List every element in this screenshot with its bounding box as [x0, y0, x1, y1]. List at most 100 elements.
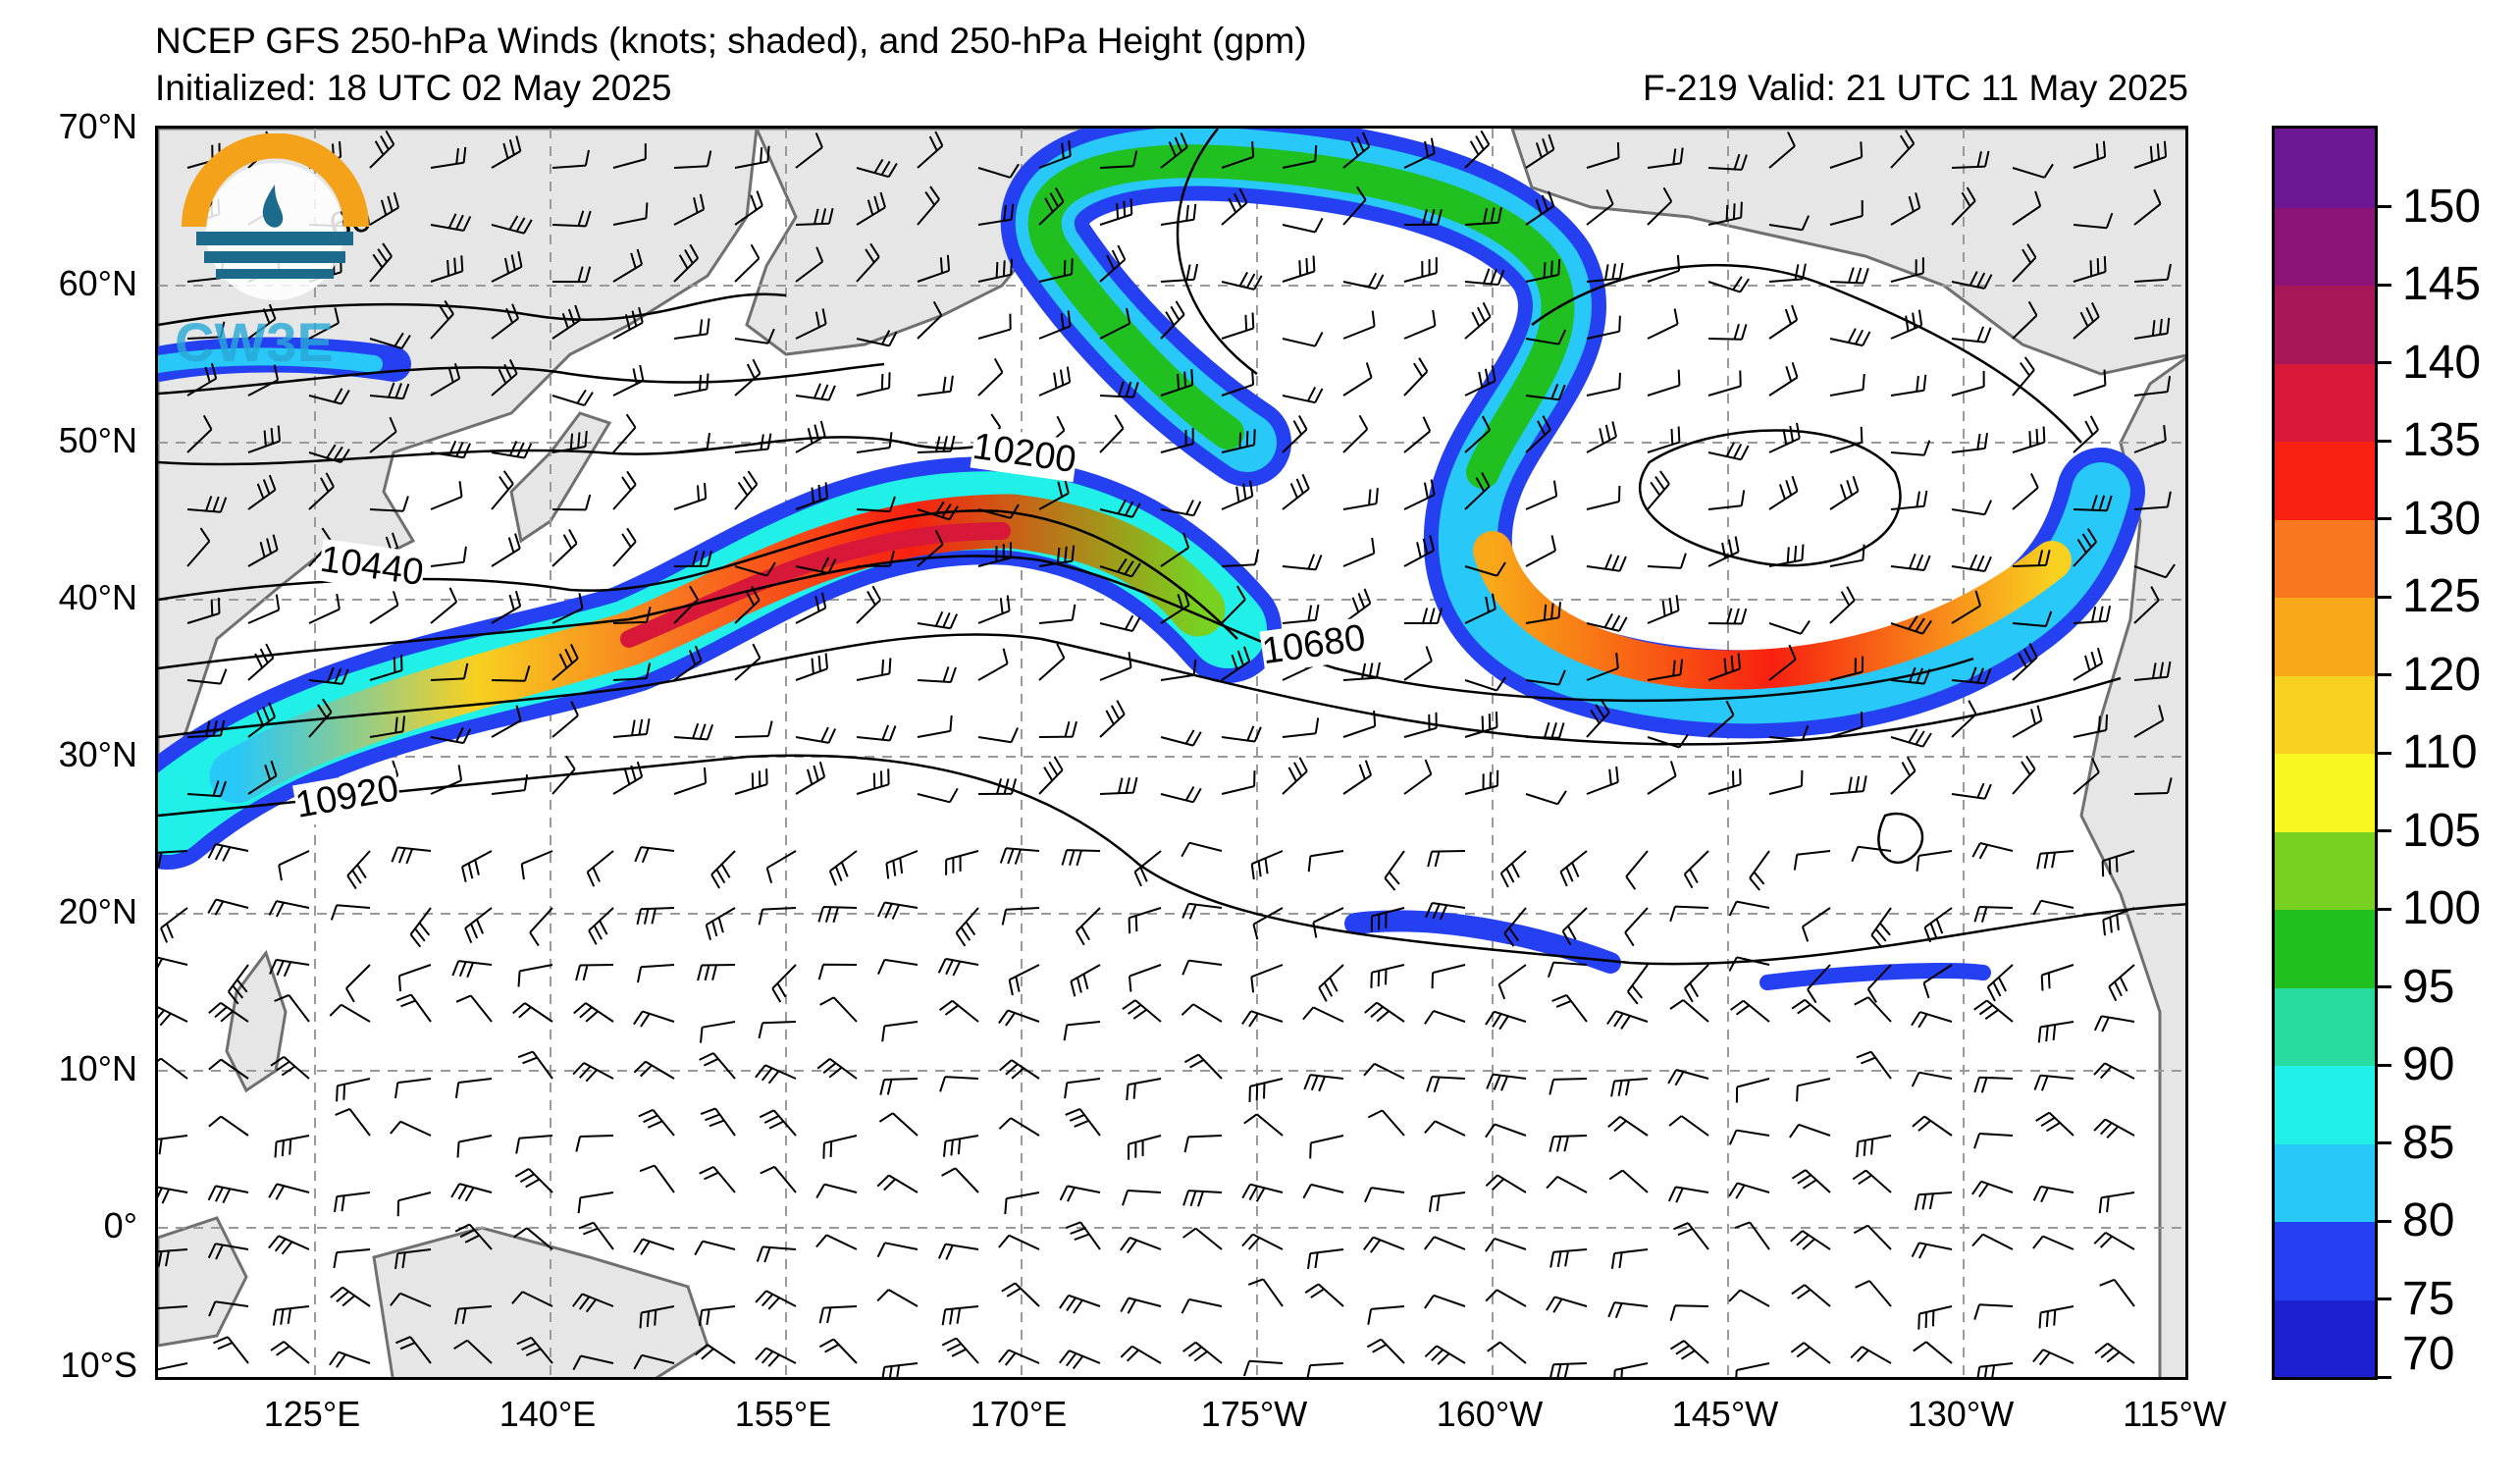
- wind-barb: [1890, 490, 1928, 510]
- wind-barb: [1367, 1109, 1405, 1137]
- wind-barb: [1790, 1230, 1831, 1250]
- wind-barb: [1304, 1283, 1344, 1307]
- wind-barb: [160, 907, 188, 943]
- longitude-label: 115°W: [2123, 1394, 2227, 1434]
- wind-barb: [1183, 1053, 1223, 1080]
- wind-barb: [1791, 998, 1831, 1023]
- wind-barb: [1912, 1115, 1953, 1137]
- wind-barb: [1307, 1248, 1344, 1270]
- wind-barb: [917, 375, 954, 397]
- wind-barb: [734, 470, 759, 510]
- latitude-label: 50°N: [58, 420, 137, 460]
- wind-barb: [369, 589, 399, 624]
- wind-barb: [977, 595, 1011, 624]
- wind-barb: [1829, 586, 1856, 624]
- wind-barb: [1099, 150, 1138, 169]
- wind-barb: [1586, 315, 1621, 340]
- colorbar-segment: [2275, 753, 2375, 832]
- wind-barb: [394, 1078, 432, 1099]
- wind-barb: [430, 255, 464, 283]
- wind-barb: [268, 1183, 310, 1200]
- wind-barb: [1464, 130, 1491, 169]
- wind-barb: [2073, 255, 2107, 283]
- wind-barb: [1851, 845, 1892, 863]
- wind-barb: [1366, 1338, 1405, 1364]
- wind-barb: [1342, 132, 1371, 169]
- wind-barb: [2093, 1232, 2135, 1250]
- wind-barb: [1038, 643, 1066, 681]
- wind-barb: [755, 1290, 797, 1310]
- wind-barb: [1951, 590, 1981, 624]
- wind-barb: [247, 303, 277, 340]
- wind-barb: [1549, 1362, 1588, 1377]
- valid-time: F-219 Valid: 21 UTC 11 May 2025: [1643, 68, 2188, 108]
- colorbar-segment: [2275, 986, 2375, 1066]
- wind-barb: [1829, 775, 1867, 795]
- wind-barb: [1221, 141, 1255, 169]
- wind-barb: [1829, 374, 1865, 397]
- wind-barb: [455, 994, 493, 1023]
- wind-barb: [1001, 1282, 1040, 1307]
- wind-barb: [491, 533, 521, 567]
- wind-barb: [1624, 907, 1649, 947]
- wind-barb: [551, 593, 584, 624]
- wind-barb: [2032, 1185, 2074, 1203]
- wind-barb: [1160, 132, 1188, 169]
- wind-barb: [2099, 1278, 2135, 1307]
- wind-barb: [1790, 1342, 1831, 1364]
- colorbar-label: 110: [2402, 726, 2478, 778]
- wind-barb: [158, 1362, 188, 1371]
- wind-barb: [1403, 357, 1429, 397]
- wind-barb: [2133, 586, 2160, 624]
- wind-barb: [1282, 332, 1324, 347]
- wind-barb: [673, 243, 700, 283]
- wind-barb: [1525, 480, 1558, 510]
- wind-barb: [430, 146, 467, 169]
- wind-barb: [1608, 1169, 1649, 1193]
- wind-barb: [1485, 1123, 1527, 1139]
- wind-barb: [1282, 554, 1323, 571]
- wind-barb: [1364, 1187, 1405, 1203]
- wind-barb: [369, 242, 393, 283]
- latitude-label: 40°N: [58, 577, 137, 617]
- wind-barb: [828, 850, 858, 886]
- wind-barb: [270, 1341, 310, 1364]
- wind-barb: [529, 907, 553, 947]
- colorbar-label: 135: [2402, 414, 2482, 466]
- wind-barb: [551, 755, 576, 795]
- wind-barb: [1306, 1362, 1344, 1377]
- wind-barb: [1181, 959, 1223, 976]
- wind-barb: [999, 847, 1040, 865]
- wind-barb: [917, 185, 940, 226]
- wind-barb: [795, 132, 823, 169]
- latitude-label: 20°N: [58, 891, 137, 931]
- wind-barb: [1791, 1169, 1831, 1193]
- wind-barb: [1497, 964, 1527, 1000]
- wind-barb: [551, 304, 582, 340]
- wind-barb: [308, 472, 335, 510]
- wind-barb: [1126, 1078, 1162, 1101]
- wind-barb: [346, 850, 371, 890]
- wind-barb: [158, 1006, 188, 1027]
- wind-barb: [700, 1107, 736, 1137]
- wind-barb: [1038, 258, 1074, 283]
- wind-barb: [977, 258, 1013, 283]
- wind-barb: [1971, 1233, 2014, 1250]
- wind-barb: [1922, 964, 1953, 999]
- wind-barb: [1160, 532, 1190, 567]
- wind-barb: [1403, 416, 1432, 453]
- wind-barb: [207, 898, 249, 916]
- wind-barb: [2073, 758, 2100, 795]
- wind-barb: [1342, 711, 1377, 738]
- wind-barb: [673, 645, 703, 681]
- wind-barb: [247, 760, 278, 795]
- wind-barb: [1384, 850, 1405, 891]
- colorbar-label: 150: [2402, 180, 2482, 233]
- wind-barb: [1075, 907, 1101, 946]
- wind-barb: [186, 363, 218, 397]
- wind-barb: [1829, 711, 1864, 738]
- wind-barb: [1099, 776, 1138, 795]
- wind-barb: [1403, 712, 1438, 738]
- wind-barb: [1610, 1248, 1649, 1269]
- colorbar-label: 130: [2402, 492, 2482, 545]
